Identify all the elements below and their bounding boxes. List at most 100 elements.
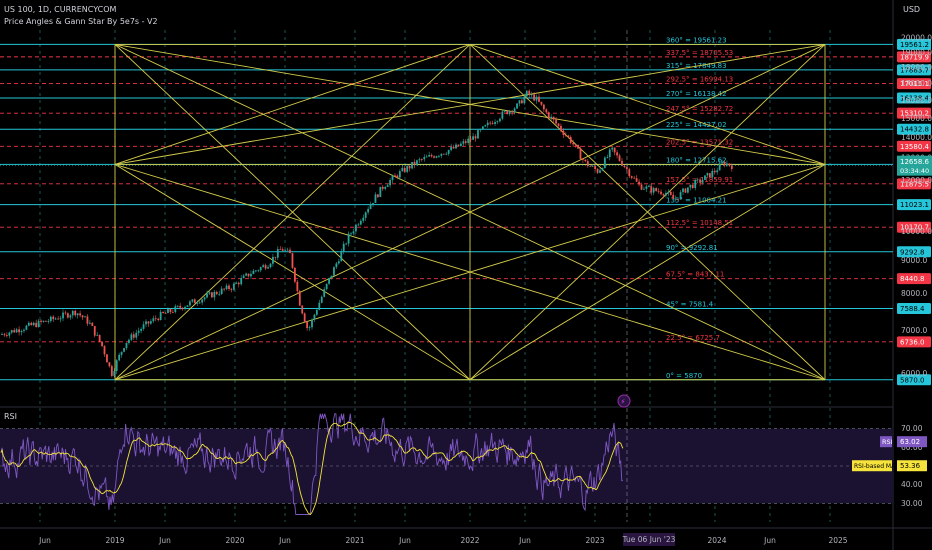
candle-body-162 [396, 175, 399, 178]
time-tick-7: 2022 [460, 536, 479, 545]
candle-body-163 [398, 171, 401, 178]
candle-body-6 [15, 329, 18, 333]
time-tick-3: 2020 [225, 536, 244, 545]
candle-body-83 [203, 297, 206, 300]
candle-body-231 [564, 134, 567, 136]
candle-body-199 [486, 122, 489, 126]
candle-body-261 [638, 181, 640, 185]
candle-body-132 [323, 289, 326, 297]
level-badge-text-0: 19561.2 [900, 41, 929, 49]
candle-body-17 [42, 320, 45, 322]
candle-body-202 [494, 121, 496, 124]
candle-body-194 [474, 136, 477, 139]
candle-body-165 [403, 167, 406, 172]
crosshair-date-text: Tue 06 Jun '23 [622, 535, 676, 544]
candle-body-110 [269, 263, 272, 268]
candle-body-293 [716, 170, 719, 173]
candle-body-186 [455, 144, 457, 149]
candle-body-100 [245, 273, 247, 276]
price-tick-4: 16000.0 [901, 96, 932, 105]
level-badge-12 [897, 246, 931, 258]
candle-body-299 [730, 165, 733, 169]
candle-body-222 [542, 104, 545, 110]
candle-body-243 [594, 165, 597, 170]
candle-body-275 [672, 194, 675, 199]
candle-body-215 [525, 90, 528, 97]
time-tick-8: Jun [518, 536, 531, 545]
candle-body-200 [489, 122, 492, 124]
rsi-name-text: RSI [882, 438, 893, 446]
candle-body-48 [118, 354, 121, 361]
candle-body-54 [132, 334, 135, 338]
price-tick-13: 6000.0 [901, 369, 927, 378]
event-lightning-icon[interactable] [617, 394, 631, 408]
candle-body-219 [535, 96, 538, 101]
level-badge-2 [897, 64, 931, 76]
candle-body-5 [13, 330, 16, 333]
candle-body-133 [325, 283, 328, 290]
candle-body-98 [240, 278, 243, 285]
candle-body-152 [372, 202, 374, 205]
gann-level-label-16: 0° = 5870 [666, 372, 702, 380]
candle-body-38 [93, 326, 96, 336]
price-tick-9: 10000.0 [901, 227, 932, 236]
level-badge-9 [897, 178, 931, 190]
candle-body-140 [342, 243, 345, 252]
candle-body-271 [662, 194, 665, 196]
candle-body-250 [611, 147, 614, 150]
candle-body-137 [335, 263, 338, 268]
price-tick-12: 7000.0 [901, 326, 927, 335]
candle-body-216 [528, 90, 531, 95]
candle-body-81 [198, 302, 201, 304]
candle-body-53 [130, 334, 133, 340]
candle-body-60 [147, 321, 150, 324]
candle-body-156 [381, 186, 384, 189]
last-price-text: 12658.6 [900, 158, 929, 166]
candle-body-37 [91, 322, 94, 327]
candle-body-40 [98, 334, 101, 342]
level-badge-text-10: 11023.1 [900, 201, 929, 209]
candle-body-7 [18, 329, 20, 333]
candle-body-69 [169, 309, 172, 312]
symbol-title: US 100, 1D, CURRENCYCOM [4, 5, 117, 14]
candle-body-225 [550, 116, 553, 119]
candle-body-233 [569, 136, 572, 143]
time-tick-9: 2023 [585, 536, 604, 545]
candle-body-174 [425, 156, 428, 158]
candle-body-274 [669, 191, 672, 195]
candle-body-172 [420, 159, 423, 160]
level-badge-text-12: 9292.8 [900, 248, 925, 256]
candle-body-1 [3, 334, 6, 336]
crosshair-date-badge [623, 533, 675, 546]
candle-body-242 [591, 165, 594, 167]
candle-body-12 [30, 322, 33, 326]
level-badge-text-7: 13580.4 [900, 143, 929, 151]
candle-body-237 [579, 148, 582, 160]
candle-body-160 [391, 175, 394, 181]
candle-body-230 [562, 130, 565, 135]
level-badge-text-11: 10170.7 [900, 224, 929, 232]
candle-body-145 [355, 224, 357, 232]
time-tick-6: Jun [398, 536, 411, 545]
indicator-title: Price Angles & Gann Star By 5e7s - V2 [4, 17, 158, 26]
candle-body-259 [633, 177, 636, 179]
candle-body-185 [452, 146, 455, 149]
candle-body-254 [621, 160, 623, 166]
rsi-pane-title: RSI [4, 412, 17, 421]
candle-body-285 [696, 179, 699, 181]
time-tick-2: Jun [158, 536, 171, 545]
candle-body-148 [362, 217, 365, 221]
price-tick-10: 9000.0 [901, 256, 927, 265]
candle-body-292 [713, 170, 716, 173]
gann-line-9 [469, 44, 826, 381]
candle-body-57 [140, 328, 143, 331]
gann-level-label-4: 270° = 16138.42 [666, 90, 727, 98]
candle-body-114 [279, 249, 282, 250]
candle-body-3 [8, 332, 11, 336]
candle-body-218 [533, 94, 536, 101]
time-tick-4: Jun [278, 536, 291, 545]
candle-body-16 [40, 320, 42, 322]
candle-body-31 [76, 313, 79, 316]
level-badge-11 [897, 221, 931, 233]
